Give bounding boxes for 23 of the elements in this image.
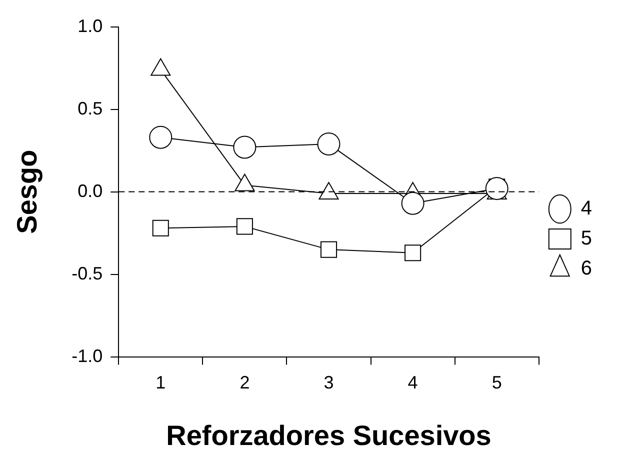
y-tick-label: 0.5 — [78, 98, 103, 118]
y-tick-label: -0.5 — [72, 263, 103, 284]
y-tick-label: 1.0 — [78, 16, 103, 36]
x-tick-label: 1 — [156, 372, 166, 393]
legend-label: 6 — [580, 258, 592, 280]
point — [233, 136, 256, 159]
legend-label: 4 — [580, 198, 592, 220]
point — [149, 126, 172, 149]
point — [317, 132, 340, 156]
x-tick-label: 4 — [408, 372, 418, 393]
point — [401, 192, 424, 215]
y-axis-title: Sesgo — [12, 150, 43, 234]
point — [236, 218, 253, 235]
legend-label: 5 — [580, 228, 592, 250]
y-tick-label: 0.0 — [78, 180, 103, 201]
x-axis-title: Reforzadores Sucesivos — [166, 420, 492, 451]
y-tick-label: -1.0 — [72, 346, 103, 366]
x-tick-label: 3 — [324, 372, 334, 393]
point — [152, 220, 169, 236]
x-tick-label: 2 — [240, 372, 250, 393]
point — [404, 244, 422, 262]
point — [320, 241, 338, 258]
x-tick-label: 5 — [492, 372, 502, 393]
